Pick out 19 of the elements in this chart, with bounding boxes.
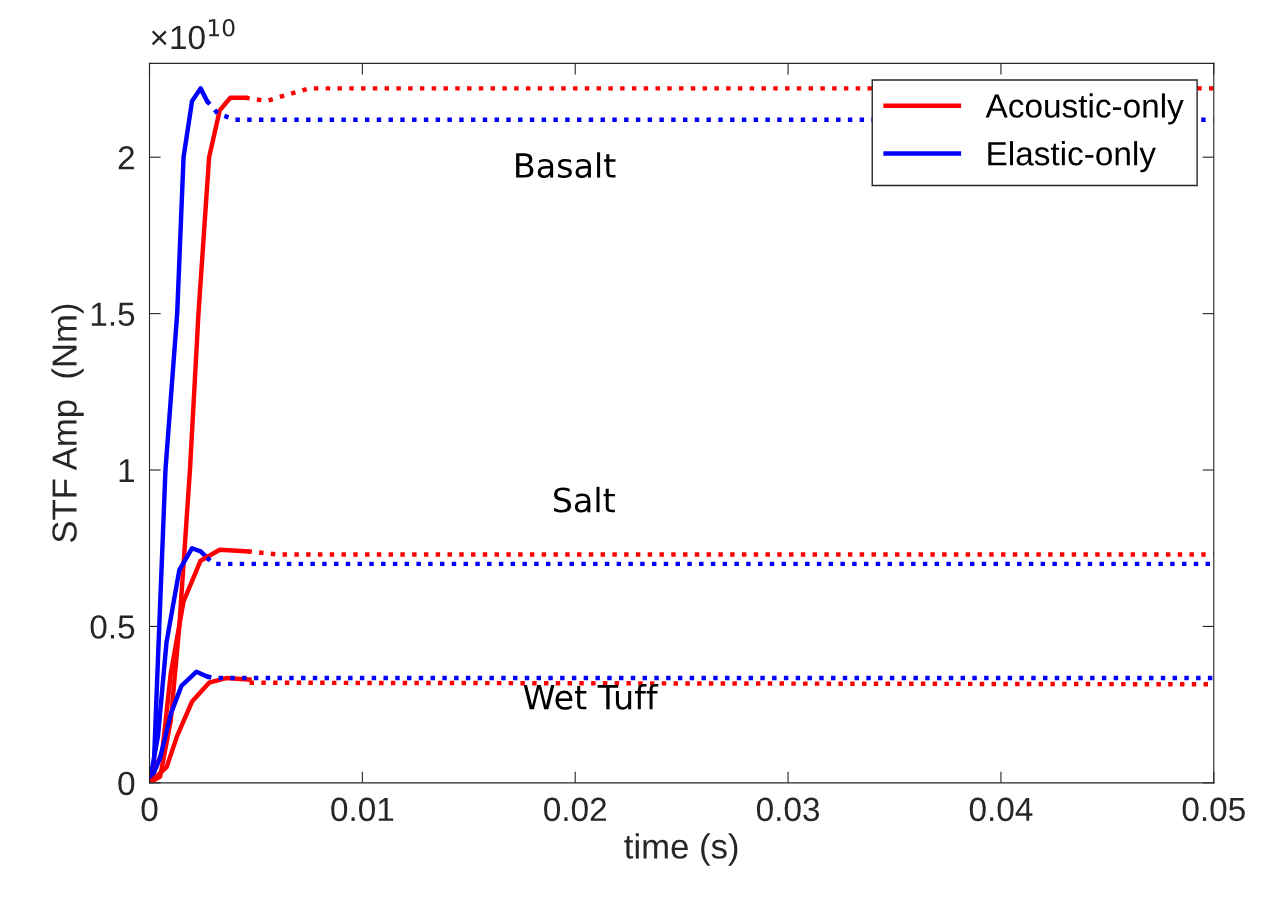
x-tick-label: 0.02 — [544, 797, 606, 822]
x-tick-label: 0.01 — [331, 797, 394, 822]
legend-label: Elastic-only — [988, 141, 1156, 173]
annotation: Basalt — [516, 152, 616, 179]
text: ×10$^{10}$ — [151, 18, 235, 50]
y-tick-label: 1 — [119, 459, 134, 483]
x-tick-label: 0.03 — [756, 797, 820, 822]
x-axis-title: time (s) — [624, 833, 738, 866]
annotation: Wet Tuff — [523, 683, 659, 710]
y-tick-label: 0.5 — [90, 615, 135, 639]
annotation: Salt — [553, 486, 615, 513]
y-tick-label: 2 — [118, 146, 134, 170]
y-tick-label: 1.5 — [91, 302, 135, 327]
legend-label: Acoustic-only — [985, 93, 1184, 125]
y-axis-title: STF Amp (Nm) — [51, 304, 84, 543]
x-tick-label: 0.04 — [969, 797, 1033, 822]
y-tick-label: 0 — [118, 771, 135, 796]
x-tick-label: 0 — [141, 797, 158, 822]
x-tick-label: 0.05 — [1182, 797, 1245, 822]
